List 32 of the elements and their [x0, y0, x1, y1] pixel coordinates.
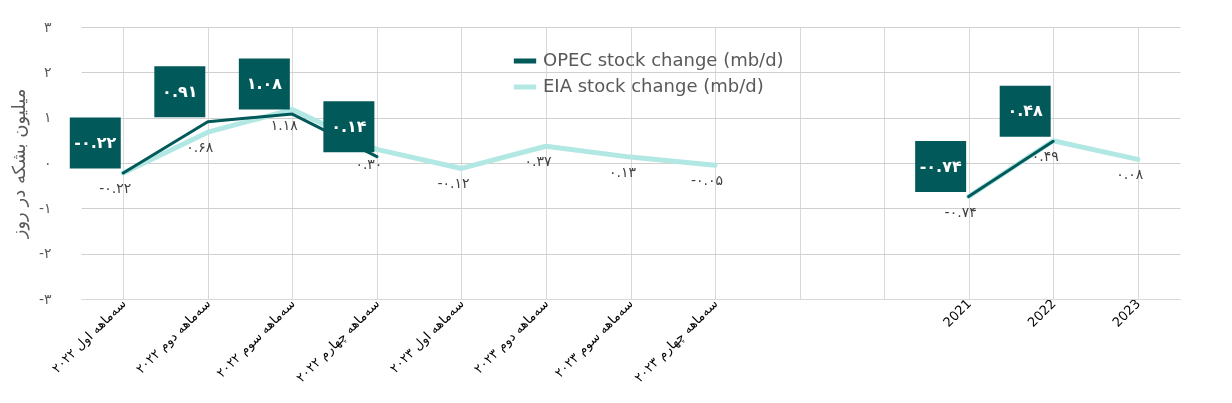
x-tick-label: سه‌ماهه چهارم ۲۰۲۲ — [293, 295, 384, 386]
data-label: -۰.۰۵ — [691, 172, 724, 189]
data-label: ۰.۳۷ — [524, 153, 552, 170]
x-tick-label: سه‌ماهه دوم ۲۰۲۲ — [132, 295, 214, 378]
data-label: ۰.۴۹ — [1031, 147, 1059, 164]
y-tick-label: ۲ — [43, 63, 52, 80]
x-tick-label: سه‌ماهه چهارم ۲۰۲۳ — [631, 295, 722, 386]
x-tick-label: سه‌ماهه دوم ۲۰۲۳ — [470, 295, 553, 378]
y-tick-label: -۲ — [38, 245, 52, 262]
data-label: ۰.۶۸ — [186, 139, 214, 156]
data-label: -۰.۲۲ — [74, 132, 117, 152]
data-label: ۰.۳۰ — [355, 156, 383, 173]
x-tick-label: سه‌ماهه اول ۲۰۲۳ — [386, 295, 468, 377]
y-tick-label: ۳ — [43, 18, 52, 35]
data-label: ۰.۹۱ — [162, 81, 198, 101]
data-label: ۰.۴۸ — [1007, 101, 1044, 121]
data-label: ۰.۱۴ — [331, 116, 367, 136]
legend-label: OPEC stock change (mb/d) — [543, 49, 784, 70]
y-tick-label: ۰ — [43, 154, 52, 171]
data-label: -۰.۲۲ — [99, 179, 132, 196]
data-label: -۰.۱۲ — [437, 175, 470, 192]
data-label: ۰.۱۳ — [608, 164, 637, 181]
data-label: ۱.۰۸ — [246, 74, 283, 94]
legend-label: EIA stock change (mb/d) — [543, 75, 764, 96]
y-axis-title: میلیون بشکه در روز — [7, 88, 30, 240]
data-label: -۰.۷۴ — [944, 203, 977, 220]
y-tick-label: -۱ — [38, 199, 52, 216]
data-label: ۱.۱۸ — [270, 116, 299, 133]
data-label: -۰.۷۴ — [919, 156, 962, 176]
data-label: ۰.۰۸ — [1116, 166, 1144, 183]
y-tick-label: -۳ — [38, 290, 52, 307]
y-tick-label: ۱ — [43, 109, 52, 126]
